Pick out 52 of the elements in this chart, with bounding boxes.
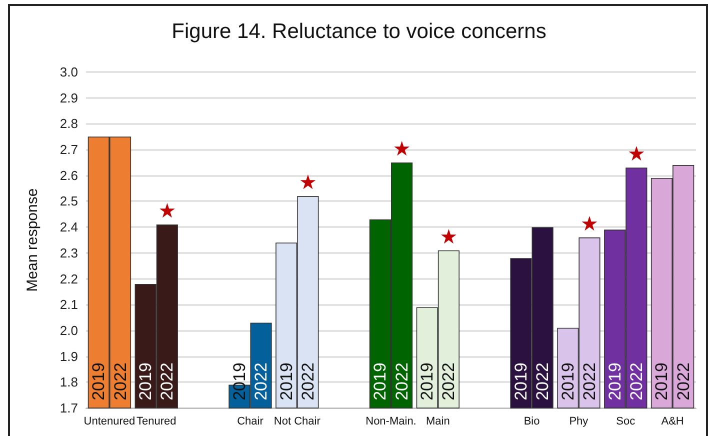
text: 2019 xyxy=(136,362,156,400)
text: 2019 xyxy=(418,362,437,400)
x-tick-label: Phy xyxy=(569,416,589,428)
y-tick-label: 2.8 xyxy=(60,116,78,132)
y-tick-label: 2.2 xyxy=(60,271,78,286)
text: 2019 xyxy=(370,362,390,400)
annotation: ★ xyxy=(158,198,176,222)
annotation: ★ xyxy=(392,136,411,160)
annotation: ★ xyxy=(298,170,317,194)
text: 2019 xyxy=(605,362,624,400)
series-label: 2019 xyxy=(276,362,296,400)
y-axis-title: Mean response xyxy=(24,188,41,292)
annotation: ★ xyxy=(580,211,598,236)
x-tick-label: Not Chair xyxy=(274,416,321,428)
annotation: ★ xyxy=(627,142,646,166)
y-tick-label: 2.5 xyxy=(60,194,78,209)
text: 2022 xyxy=(674,362,693,400)
x-tick-label: Main xyxy=(426,416,450,428)
text: 2022 xyxy=(110,362,130,400)
text: 2019 xyxy=(89,362,108,400)
annotation: ★ xyxy=(440,224,458,248)
x-tick-label: Soc xyxy=(616,416,636,428)
y-tick-label: 2.9 xyxy=(60,90,78,106)
text: 2019 xyxy=(652,362,672,400)
y-tick-label: 2.6 xyxy=(60,168,78,183)
x-tick-label: Non-Main. xyxy=(366,416,416,428)
x-tick-label: A&H xyxy=(661,416,684,428)
y-tick-label: 2.1 xyxy=(60,297,78,312)
text: 2019 xyxy=(558,362,578,400)
y-tick-label: 1.8 xyxy=(60,374,78,390)
y-tick-label: 2.7 xyxy=(60,142,78,158)
chart-title: Figure 14. Reluctance to voice concerns xyxy=(172,20,546,43)
y-tick-label: 2.0 xyxy=(60,322,78,338)
x-tick-label: Chair xyxy=(237,416,264,428)
y-tick-label: 1.7 xyxy=(60,400,78,416)
text: 2022 xyxy=(252,362,271,400)
y-tick-label: 2.4 xyxy=(60,220,78,235)
y-tick-label: 2.3 xyxy=(60,245,78,260)
y-tick-label: 3.0 xyxy=(60,64,78,80)
text: 2019 xyxy=(511,362,530,400)
text: 2022 xyxy=(392,362,412,400)
text: 2022 xyxy=(439,362,458,400)
text: 2022 xyxy=(533,362,552,400)
text: 2022 xyxy=(580,362,599,400)
x-tick-label: Bio xyxy=(524,416,540,428)
x-tick-label: Untenured xyxy=(84,416,136,428)
text: 2022 xyxy=(158,362,177,400)
x-tick-label: Tenured xyxy=(136,416,176,428)
series-label: 2022 xyxy=(298,362,318,400)
text: 2019 xyxy=(230,362,249,400)
y-tick-label: 1.9 xyxy=(60,348,78,364)
text: 2022 xyxy=(626,362,646,400)
